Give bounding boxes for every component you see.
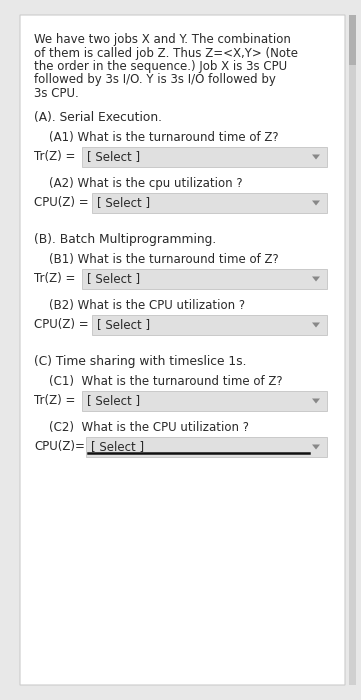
- Polygon shape: [312, 276, 320, 281]
- Text: [ Select ]: [ Select ]: [97, 318, 150, 331]
- Text: Tr(Z) =: Tr(Z) =: [34, 150, 79, 163]
- Text: (A2) What is the cpu utilization ?: (A2) What is the cpu utilization ?: [34, 176, 243, 190]
- Polygon shape: [312, 444, 320, 449]
- Text: (C2)  What is the CPU utilization ?: (C2) What is the CPU utilization ?: [34, 421, 249, 433]
- Text: (C) Time sharing with timeslice 1s.: (C) Time sharing with timeslice 1s.: [34, 354, 247, 368]
- Text: of them is called job Z. Thus Z=<X,Y> (Note: of them is called job Z. Thus Z=<X,Y> (N…: [34, 46, 298, 60]
- Text: CPU(Z)=: CPU(Z)=: [34, 440, 85, 453]
- Bar: [92, 314, 327, 335]
- Bar: [82, 391, 327, 410]
- FancyBboxPatch shape: [20, 15, 345, 685]
- Bar: [349, 15, 356, 65]
- Text: (B2) What is the CPU utilization ?: (B2) What is the CPU utilization ?: [34, 298, 245, 312]
- Bar: [82, 146, 327, 167]
- Polygon shape: [312, 398, 320, 403]
- Text: 3s CPU.: 3s CPU.: [34, 87, 79, 100]
- Bar: [82, 269, 327, 288]
- Polygon shape: [312, 155, 320, 160]
- Text: [ Select ]: [ Select ]: [91, 440, 144, 453]
- Text: Tr(Z) =: Tr(Z) =: [34, 394, 79, 407]
- Text: We have two jobs X and Y. The combination: We have two jobs X and Y. The combinatio…: [34, 33, 291, 46]
- Bar: [92, 193, 327, 213]
- Polygon shape: [312, 323, 320, 328]
- Text: [ Select ]: [ Select ]: [87, 272, 140, 285]
- Bar: [86, 437, 327, 456]
- Text: followed by 3s I/O. Y is 3s I/O followed by: followed by 3s I/O. Y is 3s I/O followed…: [34, 74, 276, 87]
- Text: [ Select ]: [ Select ]: [87, 394, 140, 407]
- Bar: [349, 15, 356, 685]
- Text: the order in the sequence.) Job X is 3s CPU: the order in the sequence.) Job X is 3s …: [34, 60, 287, 73]
- Text: (B). Batch Multiprogramming.: (B). Batch Multiprogramming.: [34, 232, 216, 246]
- Text: [ Select ]: [ Select ]: [87, 150, 140, 163]
- Text: (A). Serial Execution.: (A). Serial Execution.: [34, 111, 162, 123]
- Polygon shape: [312, 200, 320, 206]
- Text: [ Select ]: [ Select ]: [97, 196, 150, 209]
- Text: CPU(Z) =: CPU(Z) =: [34, 318, 92, 331]
- Text: CPU(Z) =: CPU(Z) =: [34, 196, 92, 209]
- Text: (A1) What is the turnaround time of Z?: (A1) What is the turnaround time of Z?: [34, 130, 279, 143]
- Text: (C1)  What is the turnaround time of Z?: (C1) What is the turnaround time of Z?: [34, 374, 283, 388]
- Text: Tr(Z) =: Tr(Z) =: [34, 272, 79, 285]
- Text: (B1) What is the turnaround time of Z?: (B1) What is the turnaround time of Z?: [34, 253, 279, 265]
